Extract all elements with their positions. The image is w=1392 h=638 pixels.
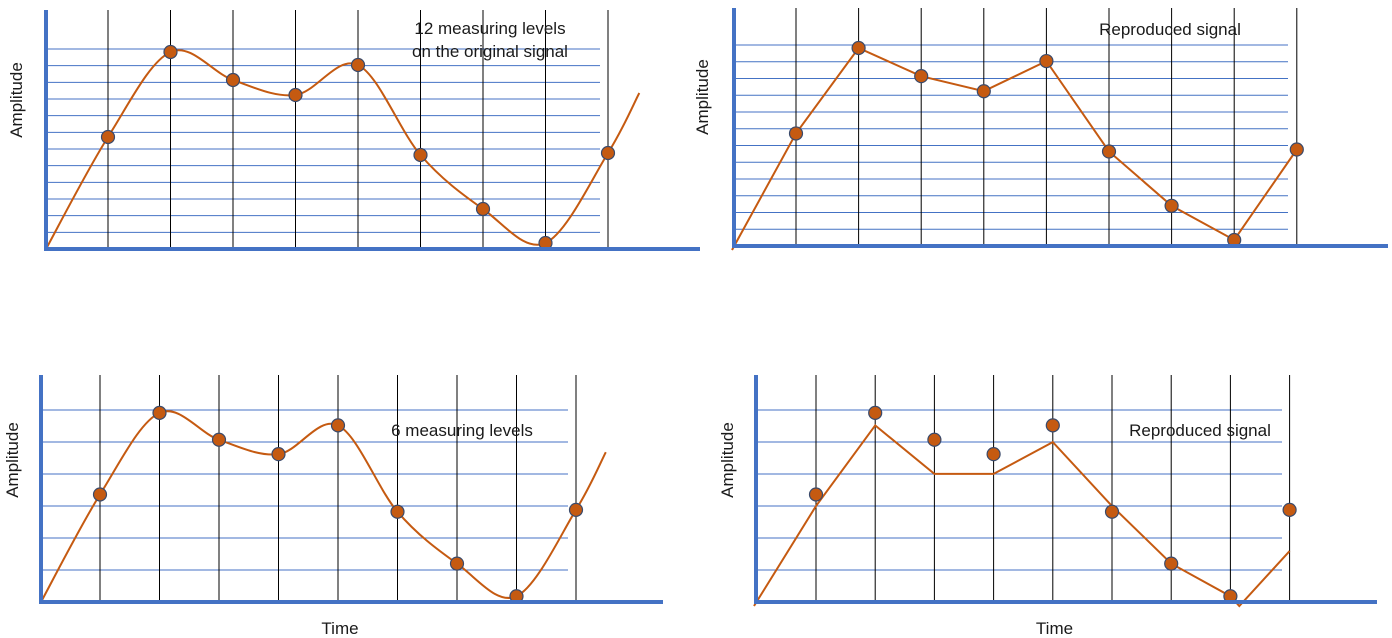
sample-point xyxy=(1289,142,1304,157)
sample-point xyxy=(390,504,405,519)
panel-annotation: 6 measuring levels xyxy=(391,421,533,440)
panel-reproduced-12: Amplitude Reproduced signal xyxy=(693,8,1388,251)
y-axis-label: Amplitude xyxy=(718,422,737,498)
panel-original-12: Amplitude 12 measuring levels on the origi… xyxy=(7,10,700,251)
sample-point xyxy=(976,84,991,99)
sample-point xyxy=(225,72,241,88)
sample-point xyxy=(449,556,465,571)
panel-annotation: on the original signal xyxy=(412,42,568,61)
x-axis-label: Time xyxy=(321,619,358,638)
sample-point xyxy=(152,405,167,420)
reproduced-signal-line xyxy=(753,423,1291,608)
sample-point xyxy=(1164,198,1179,213)
sample-point xyxy=(568,502,584,517)
sample-point xyxy=(986,447,1001,462)
sample-point xyxy=(1039,53,1054,69)
sample-point xyxy=(788,126,804,141)
panel-original-6: Amplitude 6 measuring levels Time xyxy=(3,375,663,638)
sample-point xyxy=(1282,502,1297,517)
y-axis-label: Amplitude xyxy=(7,62,26,138)
sample-point xyxy=(92,487,108,502)
sample-point xyxy=(350,57,366,73)
sample-point xyxy=(1164,556,1179,571)
panel-reproduced-6: Amplitude Reproduced signal Time xyxy=(718,375,1377,638)
sample-point xyxy=(330,418,346,433)
sample-point xyxy=(914,69,929,84)
panel-annotation: Reproduced signal xyxy=(1099,20,1241,39)
original-signal-curve xyxy=(45,49,641,250)
sample-point xyxy=(413,147,428,163)
sample-point xyxy=(1101,144,1117,159)
sample-point xyxy=(927,432,942,447)
sample-point xyxy=(808,487,824,502)
sample-point xyxy=(288,87,303,103)
sample-point xyxy=(1045,418,1060,433)
y-axis-label: Amplitude xyxy=(693,59,712,135)
sample-point xyxy=(868,405,883,420)
sample-point xyxy=(475,201,491,217)
sample-point xyxy=(211,432,227,447)
sample-point xyxy=(271,447,286,462)
panel-annotation: Reproduced signal xyxy=(1129,421,1271,440)
reproduced-signal-line xyxy=(731,46,1298,251)
x-axis-label: Time xyxy=(1036,619,1073,638)
sample-point xyxy=(100,129,116,145)
panel-annotation: 12 measuring levels xyxy=(414,19,565,38)
sample-point xyxy=(600,145,616,161)
y-axis-label: Amplitude xyxy=(3,422,22,498)
sample-point xyxy=(851,40,866,56)
sample-point xyxy=(163,44,178,60)
sample-point xyxy=(1104,504,1120,519)
